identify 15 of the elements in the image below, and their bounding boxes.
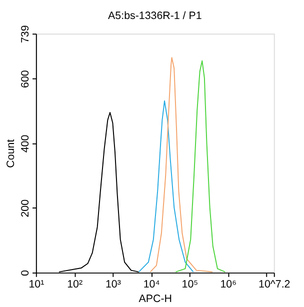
y-tick-label: 200 <box>20 199 32 218</box>
x-tick-label: 10⁵ <box>182 278 198 291</box>
x-axis-title: APC-H <box>138 293 172 306</box>
x-tick-label: 10^7.2 <box>258 278 290 291</box>
chart-title: A5:bs-1336R-1 / P1 <box>108 10 202 22</box>
x-tick-label: 10³ <box>105 278 122 291</box>
y-tick-label: 739 <box>20 25 32 44</box>
x-tick-label: 10² <box>67 278 83 291</box>
y-tick-label: 600 <box>20 70 32 88</box>
y-tick-label: 400 <box>20 134 32 153</box>
x-tick-label: 10¹ <box>28 278 45 291</box>
x-tick-label: 10⁴ <box>143 278 160 291</box>
x-tick-label: 10⁶ <box>220 278 236 291</box>
y-tick-label: 0 <box>20 270 32 276</box>
y-axis-title: Count <box>5 139 18 168</box>
